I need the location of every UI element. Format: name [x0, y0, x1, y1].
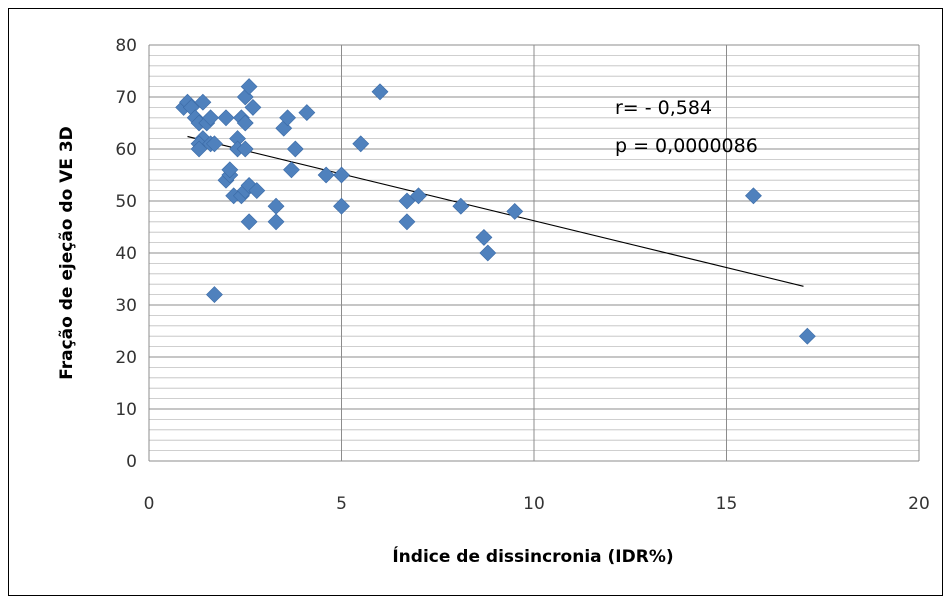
tick-labels: 0 10 20 30 40 50 60 70 80 0 5 10 15 20 [115, 36, 929, 514]
major-gridlines [148, 44, 920, 462]
data-point [745, 187, 762, 205]
y-tick-label: 50 [115, 192, 137, 212]
data-point [244, 98, 262, 116]
data-point [398, 192, 416, 210]
data-point [248, 182, 266, 200]
data-point [298, 104, 316, 122]
data-point [217, 109, 235, 127]
y-tick-label: 60 [115, 140, 137, 160]
y-tick-label: 40 [115, 244, 137, 264]
data-point [206, 286, 223, 304]
x-axis-title: Índice de dissincronia (IDR%) [392, 545, 673, 567]
x-tick-label: 0 [144, 494, 155, 514]
data-point [506, 202, 524, 220]
data-point [267, 213, 285, 231]
data-point [410, 187, 427, 205]
data-point [452, 197, 470, 215]
data-point [236, 114, 254, 132]
y-tick-label: 0 [126, 452, 137, 472]
x-tick-label: 10 [523, 494, 545, 514]
data-point [206, 135, 223, 153]
data-point [352, 135, 370, 153]
data-point [333, 166, 350, 184]
annotation-p: p = 0,0000086 [615, 135, 758, 157]
data-point [240, 213, 258, 231]
trendline-group [187, 135, 804, 287]
x-tick-label: 20 [908, 494, 930, 514]
data-point [398, 213, 416, 231]
x-tick-label: 5 [336, 494, 347, 514]
x-tick-label: 15 [716, 494, 738, 514]
data-point [221, 161, 239, 179]
y-tick-label: 70 [115, 88, 137, 108]
y-tick-label: 20 [115, 348, 137, 368]
data-point [475, 228, 493, 246]
y-tick-label: 80 [115, 36, 137, 56]
data-point [371, 83, 389, 101]
chart-frame [8, 8, 943, 596]
y-axis-title: Fração de ejeção do VE 3D [57, 126, 77, 380]
trendline [187, 135, 804, 287]
y-tick-label: 10 [115, 400, 137, 420]
data-point [202, 109, 220, 127]
data-point [479, 244, 497, 262]
data-point [798, 327, 816, 345]
data-point [279, 109, 297, 127]
data-point [317, 166, 335, 184]
data-point [283, 161, 300, 179]
data-point [333, 197, 350, 215]
data-point [236, 140, 254, 158]
data-point [194, 93, 212, 111]
data-points [175, 78, 816, 345]
annotation-r: r= - 0,584 [615, 97, 712, 119]
data-point [286, 140, 304, 158]
y-tick-label: 30 [115, 296, 137, 316]
data-point [240, 78, 258, 96]
data-point [190, 140, 208, 158]
